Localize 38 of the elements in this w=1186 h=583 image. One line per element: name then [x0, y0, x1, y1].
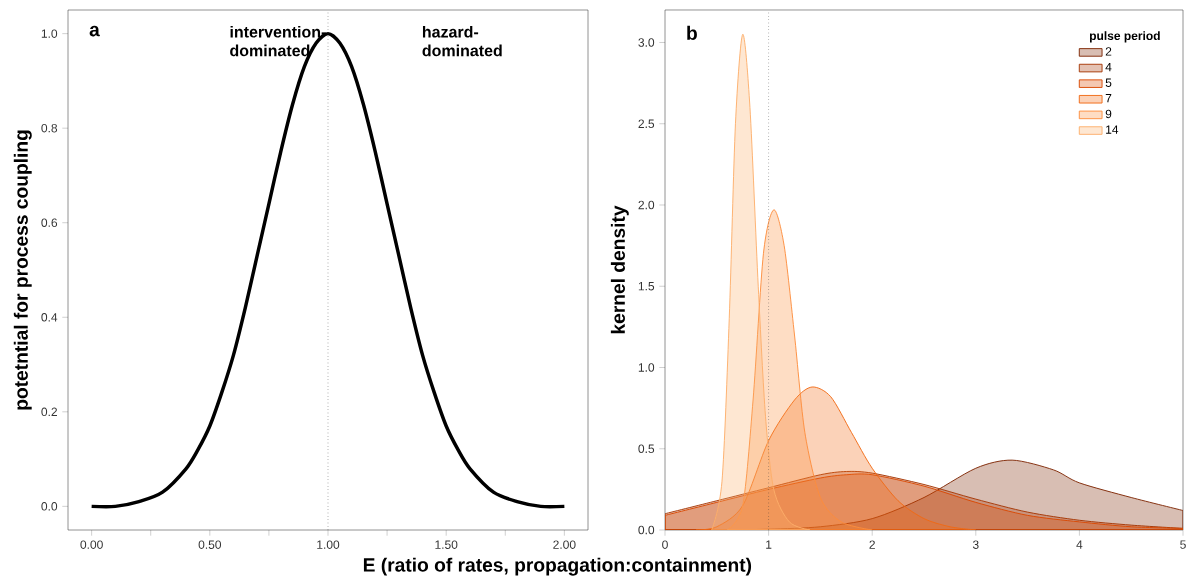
legend-label: 4 [1105, 62, 1112, 72]
x-tick-label: 1.50 [435, 540, 458, 549]
x-tick-label: 1 [766, 540, 772, 549]
x-tick-label: 0.50 [198, 540, 222, 549]
y-tick-label: 0.0 [41, 502, 58, 511]
y-axis-title: potetntial for process coupling [13, 130, 32, 410]
y-tick-label: 0.2 [41, 407, 57, 417]
y-tick-label: 1.0 [41, 29, 58, 38]
y-tick-label: 1.0 [638, 363, 655, 372]
y-tick-label: 0.4 [41, 313, 58, 322]
legend-title: pulse period [1089, 31, 1160, 43]
legend-label: 14 [1106, 125, 1119, 134]
y-tick-label: 2.5 [638, 119, 655, 128]
x-tick-label: 4 [1076, 540, 1083, 549]
x-tick-label: 1.00 [317, 540, 340, 549]
x-tick-label: 3 [972, 540, 979, 549]
x-tick-label: 0.00 [80, 540, 103, 549]
annotation: b [687, 25, 697, 40]
legend-label: 2 [1105, 47, 1112, 56]
legend-label: 9 [1105, 109, 1112, 119]
legend-label: 5 [1105, 78, 1112, 87]
x-axis-title: E (ratio of rates, propagation:containment) [363, 557, 752, 576]
legend-label: 7 [1105, 94, 1112, 103]
y-tick-label: 3.0 [638, 38, 655, 47]
annotation: intervention-dominated [230, 25, 326, 57]
y-tick-label: 0.0 [638, 525, 655, 535]
y-tick-label: 2.0 [638, 200, 655, 210]
annotation: hazard-dominated [422, 25, 502, 57]
x-tick-label: 0 [662, 540, 668, 549]
x-tick-label: 2 [869, 540, 875, 549]
y-tick-label: 0.5 [638, 444, 655, 454]
annotation: a [89, 25, 100, 37]
y-axis-title: kernel density [610, 205, 629, 334]
y-tick-label: 0.8 [41, 123, 58, 133]
y-tick-label: 0.6 [41, 218, 58, 227]
y-tick-label: 1.5 [638, 282, 655, 291]
x-tick-label: 5 [1180, 540, 1186, 549]
x-tick-label: 2.00 [553, 540, 576, 549]
